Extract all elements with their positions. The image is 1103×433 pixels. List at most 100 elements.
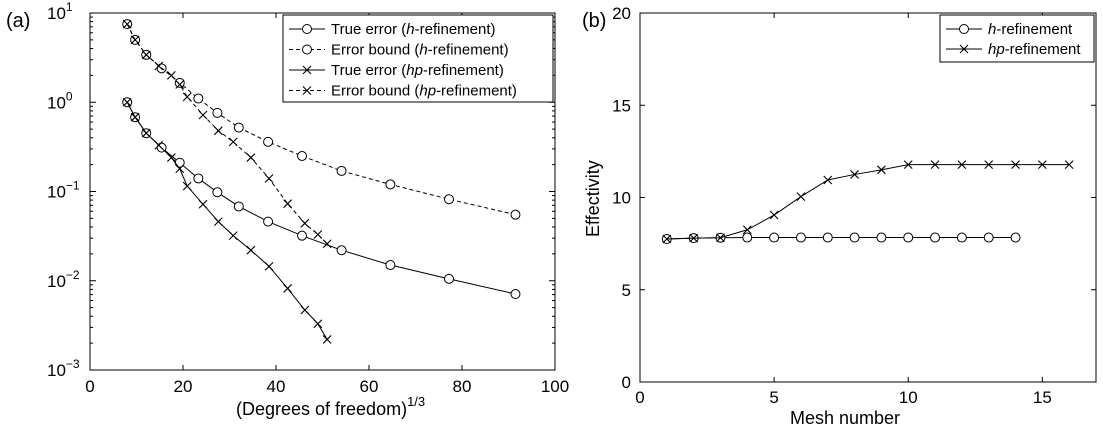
panel-a-series-0 (122, 97, 521, 300)
panel-a-data-point (154, 140, 164, 150)
panel-a-ytick-label: 10−1 (47, 179, 80, 202)
panel-b-xtick-label: 0 (635, 388, 644, 407)
panel-b-xtick-label: 10 (899, 388, 918, 407)
panel-a-data-point (213, 126, 223, 136)
panel-b-data-point (716, 233, 725, 243)
panel-b-legend-box (939, 14, 1095, 63)
panel-a-data-point (510, 209, 521, 220)
panel-a-data-point (233, 201, 244, 212)
panel-a-data-point (300, 218, 310, 228)
panel-a-data-point (263, 136, 274, 147)
panel-b-data-point (1011, 160, 1020, 170)
panel-a-series-1 (122, 19, 521, 220)
panel-b-legend-marker (959, 44, 969, 54)
panel-b-legend-label: h-refinement (988, 21, 1073, 38)
panel-a-data-point (166, 153, 176, 162)
panel-b-ticks: 0 5 10 15 0 5 10 15 20 (612, 4, 1096, 407)
panel-b-ytick-label: 0 (622, 373, 631, 392)
panel-a-legend-label: Error bound (hp-refinement) (331, 83, 517, 100)
panel-a-legend-marker (302, 65, 312, 75)
panel-b-legend-label: hp-refinement (988, 41, 1081, 58)
panel-b-data-point (1064, 160, 1074, 170)
panel-b-data-point (1037, 160, 1047, 170)
panel-b-data-point (850, 170, 859, 179)
panel-a-data-point (233, 122, 244, 133)
panel-a-xlabel-sup: 1/3 (407, 394, 425, 409)
panel-a-data-point (130, 112, 140, 122)
panel-a-data-point (213, 217, 223, 226)
panel-a-series-line (126, 102, 516, 295)
panel-b-data-point (662, 234, 672, 244)
panel-b-label: (b) (582, 10, 606, 32)
panel-a-legend-marker (302, 44, 312, 55)
panel-a-data-point (166, 70, 176, 80)
panel-a-data-point (193, 93, 204, 104)
panel-a-data-point (264, 174, 274, 183)
panel-a-series-line (126, 23, 516, 216)
panel-a-xlabel: (Degrees of freedom)1/3 (236, 394, 425, 419)
panel-b-data-point (1010, 232, 1021, 243)
panel-b-ytick-label: 20 (612, 4, 631, 23)
panel-b-data-point (876, 232, 887, 243)
panel-a-data-point (193, 173, 204, 184)
panel-b-legend: h-refinement hp-refinement (939, 14, 1095, 63)
panel-b-ytick-label: 10 (612, 189, 631, 208)
panel-a-data-point (443, 194, 454, 205)
panel-b-xtick-label: 5 (769, 388, 778, 407)
panel-b-ytick-label: 5 (622, 281, 631, 300)
panel-a-xtick-label: 60 (360, 377, 379, 396)
panel-a-data-point (443, 273, 454, 284)
panel-b-data-point (984, 160, 994, 170)
panel-b-data-point (823, 175, 833, 185)
panel-a-xtick-label: 20 (174, 377, 193, 396)
panel-a-data-point (174, 77, 185, 88)
panel-a-data-point (322, 239, 332, 249)
panel-b-data-point (849, 232, 860, 243)
panel-a-data-point (212, 187, 223, 198)
panel-b-data-point (903, 160, 913, 170)
panel-a-ticks: 0 20 40 60 80 100 10−3 10−2 10−1 100 101 (47, 0, 569, 396)
panel-a-xtick-label: 100 (541, 377, 569, 396)
panel-b-data-point (769, 232, 780, 243)
panel-a-data-point (264, 261, 274, 271)
panel-a-data-point (246, 245, 256, 255)
panel-a-data-point (122, 97, 132, 107)
panel-a-data-point (175, 164, 185, 174)
panel-a-xtick-label: 0 (85, 377, 94, 396)
panel-a-data-point (228, 137, 238, 147)
panel-b-xtick-label: 15 (1033, 388, 1052, 407)
panel-a-legend-label: True error (hp-refinement) (331, 62, 504, 79)
panel-a-data-point (175, 80, 185, 89)
panel-a-series-2 (122, 97, 332, 344)
panel-a-label: (a) (6, 10, 30, 32)
panel-a-series (122, 19, 521, 344)
panel-b-xlabel: Mesh number (790, 408, 900, 428)
panel-a-ytick-label: 101 (47, 0, 73, 23)
panel-a-xtick-label: 80 (453, 377, 472, 396)
panel-a-xtick-label: 40 (267, 377, 286, 396)
panel-a-data-point (154, 61, 164, 71)
panel-b-series (661, 160, 1074, 245)
panel-a-legend-box (282, 14, 554, 103)
panel-b-legend-marker (959, 24, 969, 34)
panel-a-data-point (141, 50, 151, 60)
panel-a-legend-label: Error bound (h-refinement) (331, 42, 509, 59)
panel-b-plot-frame (639, 12, 1097, 383)
panel-b-data-point (957, 160, 967, 170)
panel-a-data-point (313, 319, 323, 329)
panel-a-data-point (283, 284, 293, 293)
panel-a-data-point (322, 335, 332, 344)
panel-b-data-point (956, 232, 967, 243)
panel-a-data-point (336, 245, 347, 256)
panel-a-ytick-label: 10−2 (47, 268, 80, 291)
panel-a-data-point (336, 165, 347, 176)
panel-a-data-point (182, 181, 192, 191)
panel-a-data-point (300, 305, 310, 315)
panel-a-legend: True error (h-refinement) Error bound (h-… (282, 14, 554, 103)
panel-b-data-point (930, 232, 941, 243)
panel-a-data-point (313, 230, 323, 239)
panel-a-legend-marker (302, 86, 312, 95)
panel-a-xlabel-text: (Degrees of freedom) (236, 399, 407, 419)
panel-a-data-point (246, 153, 256, 162)
panel-b-data-point (796, 192, 806, 201)
